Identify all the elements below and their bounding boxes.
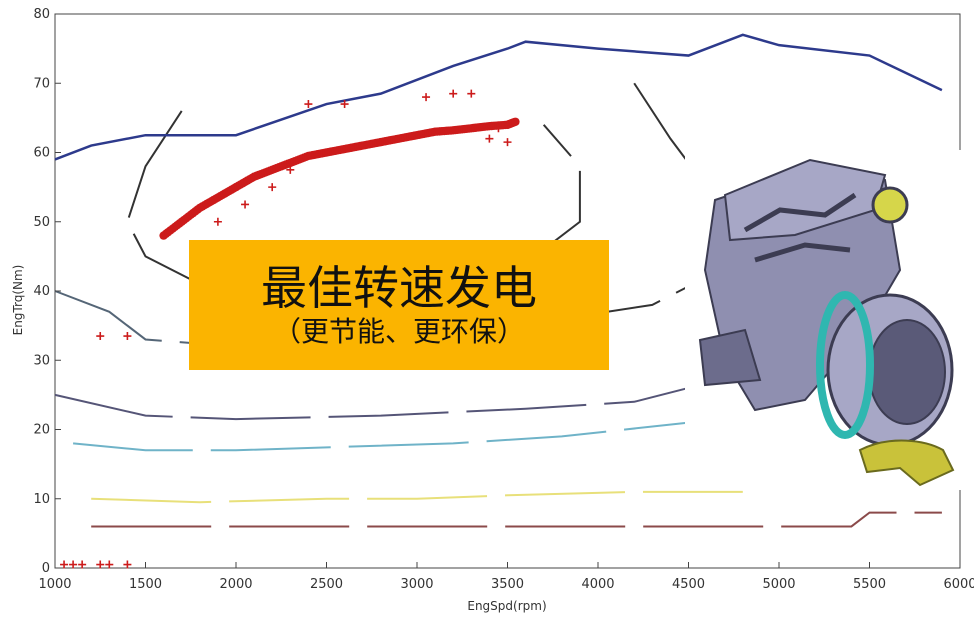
scatter-point <box>96 332 105 341</box>
scatter-point <box>123 560 132 569</box>
y-tick-label: 70 <box>33 76 50 91</box>
contour-line <box>91 490 743 504</box>
x-tick-label: 4500 <box>672 577 705 592</box>
scatter-point <box>69 560 78 569</box>
motor-face <box>868 319 946 425</box>
scatter-point <box>467 89 476 98</box>
contour-line <box>91 511 942 528</box>
scatter-point <box>60 560 69 569</box>
x-tick-label: 4000 <box>581 577 614 592</box>
y-tick-label: 80 <box>33 7 50 22</box>
y-tick-label: 40 <box>33 284 50 299</box>
contour-line <box>54 386 689 421</box>
callout-box: 最佳转速发电 （更节能、更环保） <box>189 240 609 370</box>
x-tick-label: 5000 <box>762 577 795 592</box>
x-tick-label: 5500 <box>853 577 886 592</box>
engine-lower-mount <box>698 328 762 387</box>
scatter-point <box>449 89 458 98</box>
max-torque-line <box>54 33 943 161</box>
engine-pipes <box>743 192 857 263</box>
operating-points-layer <box>60 89 520 569</box>
motor-ring <box>816 291 874 439</box>
throttle-body <box>871 186 909 224</box>
scatter-point <box>123 332 132 341</box>
y-tick-label: 30 <box>33 353 50 368</box>
scatter-point <box>286 165 295 174</box>
y-axis: 0 10 20 30 40 50 60 70 80 <box>33 7 61 576</box>
x-tick-label: 6000 <box>943 577 974 592</box>
scatter-point <box>78 560 87 569</box>
x-tick-label: 3500 <box>491 577 524 592</box>
mount-bracket <box>858 439 955 487</box>
y-tick-label: 50 <box>33 215 50 230</box>
scatter-point <box>304 100 313 109</box>
scatter-point <box>422 93 431 102</box>
scatter-point <box>213 217 222 226</box>
x-tick-label: 1000 <box>38 577 71 592</box>
y-tick-label: 60 <box>33 146 50 161</box>
max-torque-layer <box>54 33 943 161</box>
scatter-point <box>503 138 512 147</box>
y-tick-label: 10 <box>33 492 50 507</box>
y-tick-label: 20 <box>33 423 50 438</box>
engine-illustration <box>698 158 955 487</box>
scatter-point <box>494 124 503 133</box>
x-tick-label: 2000 <box>219 577 252 592</box>
callout-subtitle: （更节能、更环保） <box>272 314 525 348</box>
operating-point <box>511 117 520 126</box>
scatter-point <box>485 134 494 143</box>
x-axis-label: EngSpd(rpm) <box>467 599 546 613</box>
scatter-point <box>105 560 114 569</box>
y-tick-label: 0 <box>42 561 50 576</box>
x-tick-label: 2500 <box>310 577 343 592</box>
x-tick-label: 3000 <box>400 577 433 592</box>
x-tick-label: 1500 <box>129 577 162 592</box>
engine-image <box>685 150 974 490</box>
y-axis-label: EngTrq(Nm) <box>11 265 25 336</box>
scatter-point <box>268 183 277 192</box>
scatter-point <box>340 100 349 109</box>
x-axis: 1000 1500 2000 2500 3000 3500 4000 4500 5000 5500… <box>38 562 974 592</box>
scatter-point <box>241 200 250 209</box>
contour-line <box>73 421 689 452</box>
callout-title: 最佳转速发电 <box>261 260 537 315</box>
scatter-point <box>96 560 105 569</box>
